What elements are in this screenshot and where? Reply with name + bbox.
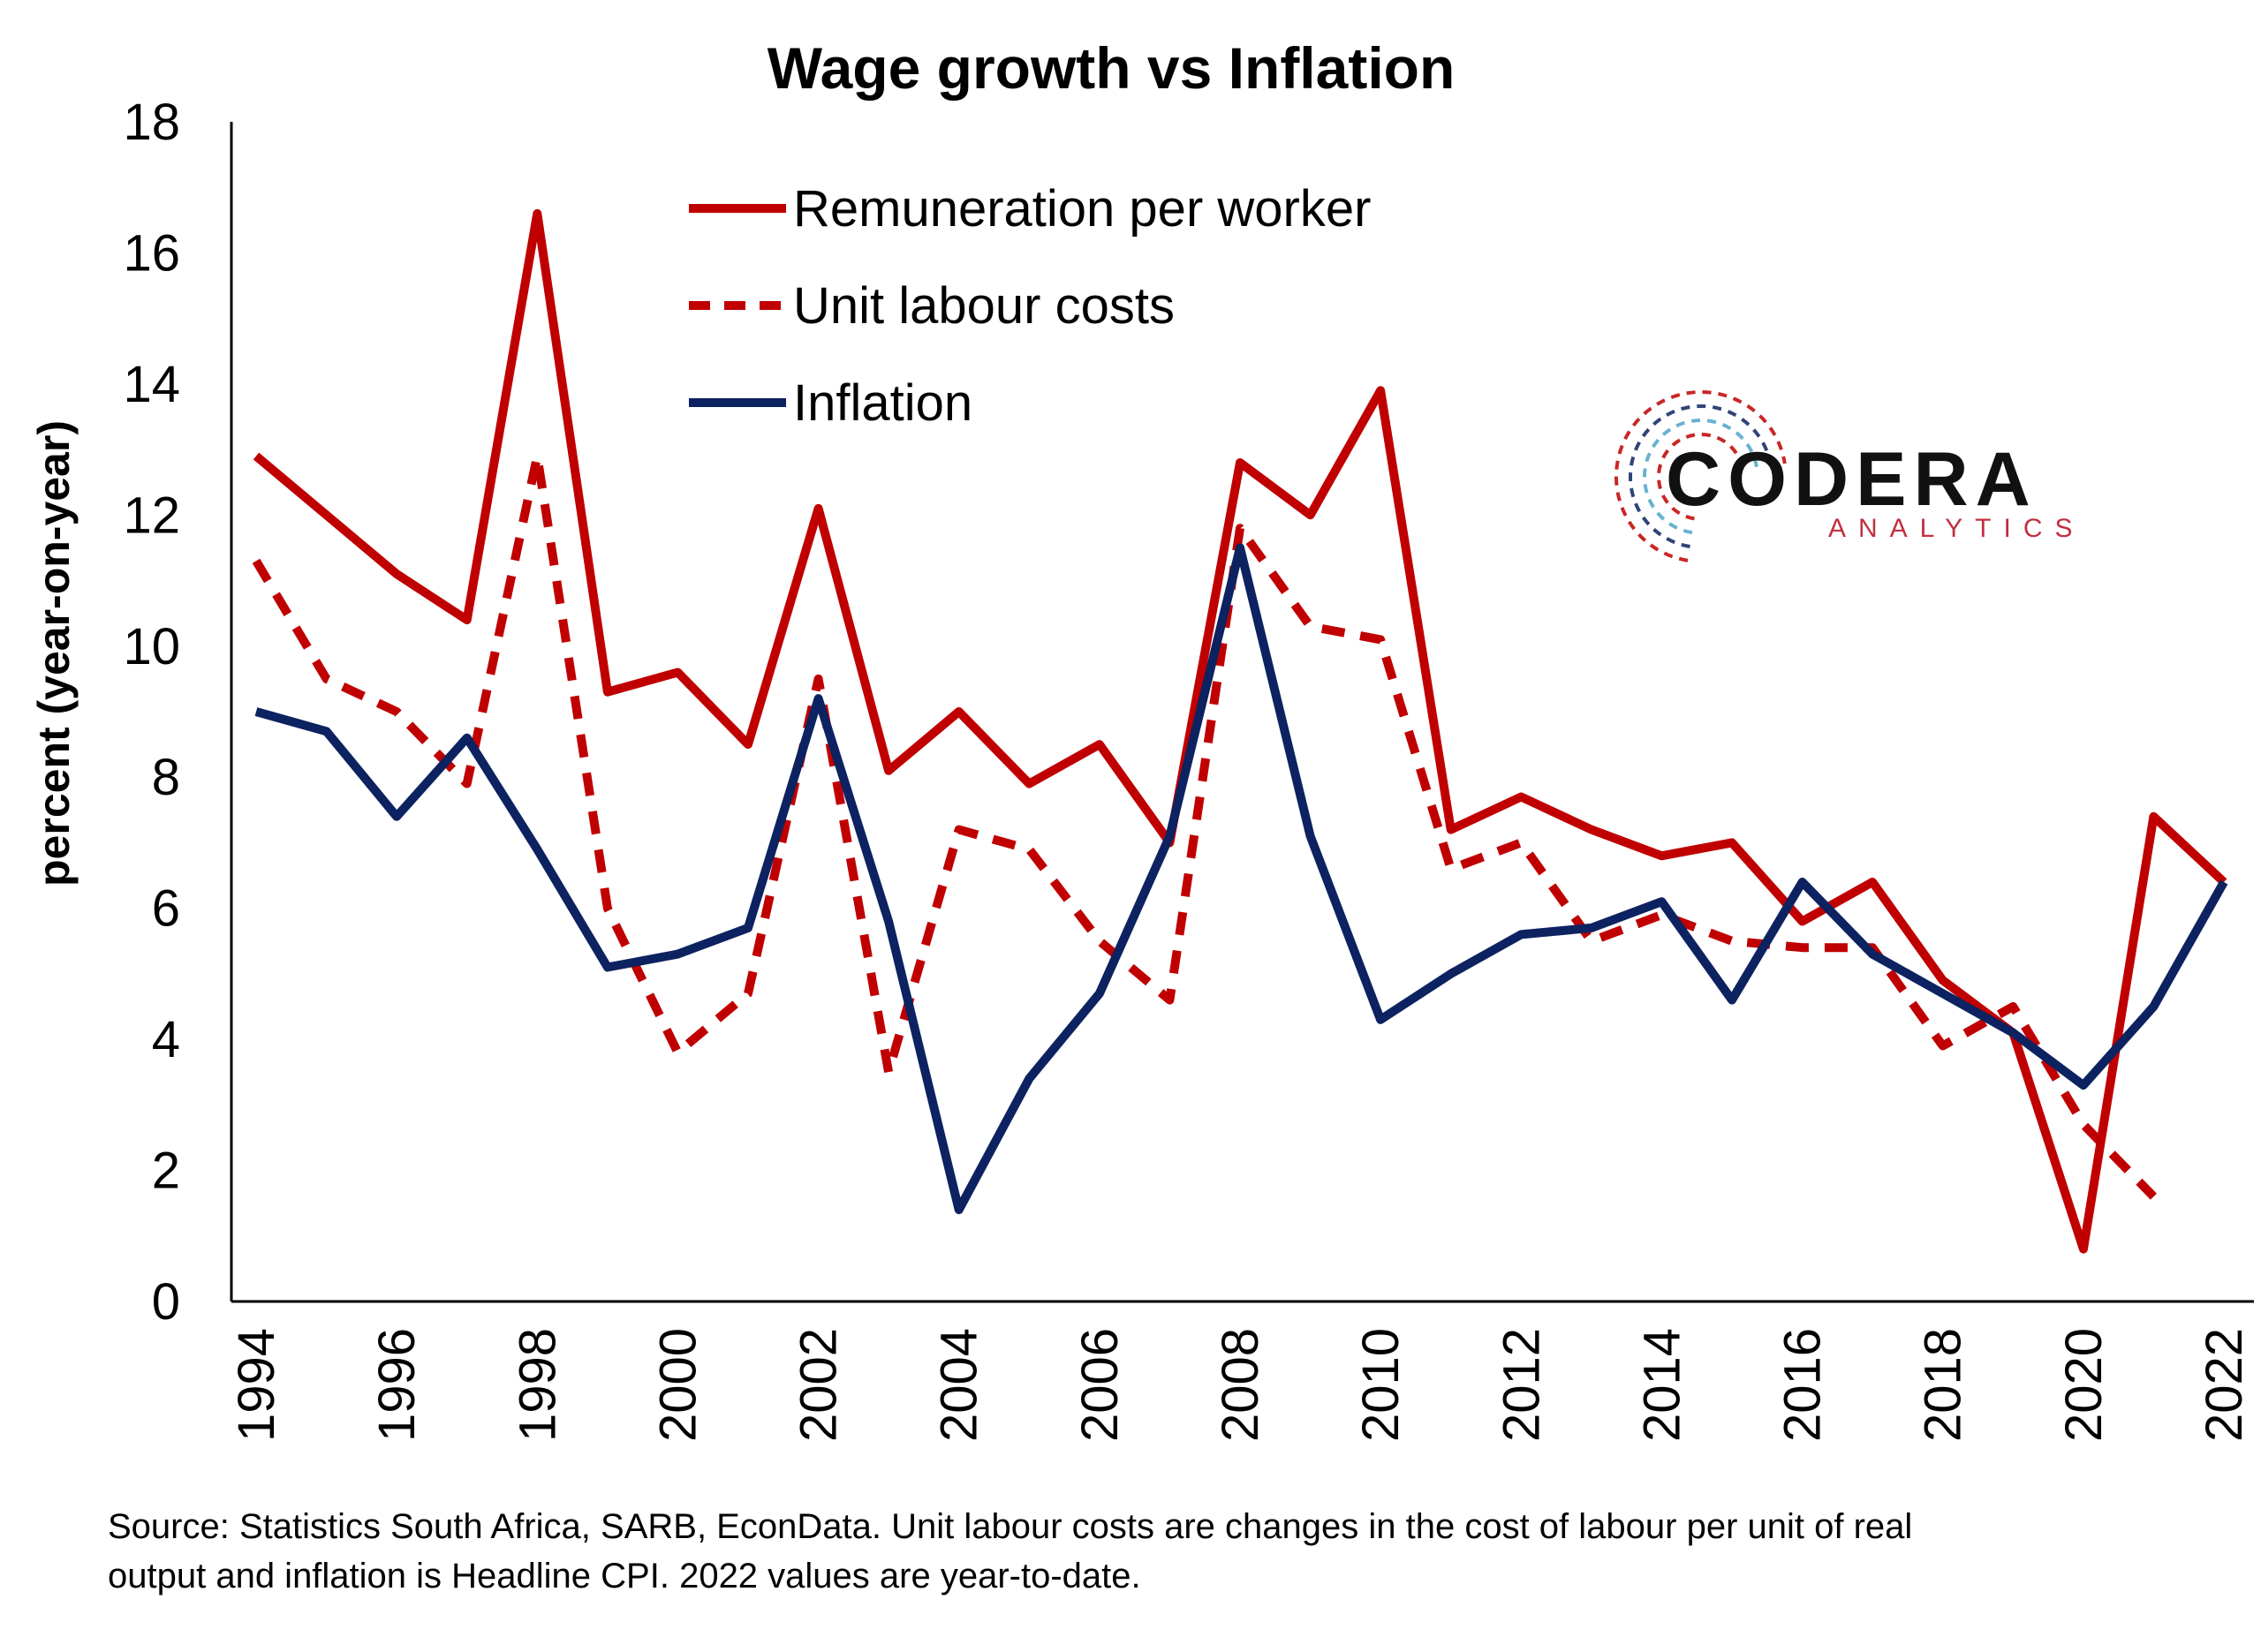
y-axis: 0 2 4 6 8 10 12 14 16 18	[123, 94, 233, 1331]
series-line-3	[254, 543, 2228, 1215]
x-tick-label: 2004	[931, 1328, 988, 1442]
x-tick-label: 2008	[1212, 1328, 1269, 1442]
x-axis: 1994 1996 1998 2000 2002 2004 2006 2008 2010 2012…	[228, 1300, 2254, 1442]
logo-name: CODERA	[1666, 437, 2038, 522]
x-tick-label: 2010	[1352, 1328, 1410, 1442]
y-tick-label: 0	[152, 1273, 180, 1331]
logo-subtitle: ANALYTICS	[1828, 514, 2085, 543]
source-note-line-1: Source: Statistics South Africa, SARB, E…	[108, 1507, 1912, 1546]
y-tick-label: 10	[123, 618, 180, 675]
y-tick-label: 14	[123, 356, 180, 413]
logo-arc	[1642, 418, 1759, 535]
x-tick-label: 2014	[1633, 1328, 1690, 1442]
x-tick-label: 2016	[1774, 1328, 1832, 1442]
legend-label: Unit labour costs	[793, 277, 1175, 335]
y-tick-label: 8	[152, 749, 180, 806]
y-tick-label: 6	[152, 880, 180, 938]
logo-arc	[1629, 404, 1773, 548]
x-tick-label: 2020	[2055, 1328, 2113, 1442]
legend-label: Remuneration per worker	[793, 180, 1371, 238]
series-line-1	[253, 208, 2227, 1254]
x-tick-label: 2002	[790, 1328, 848, 1442]
y-axis-label: percent (year-on-year)	[29, 420, 79, 886]
y-tick-label: 4	[152, 1011, 180, 1068]
logo-mark-icon	[1614, 390, 1787, 562]
y-tick-label: 2	[152, 1143, 180, 1200]
x-tick-label: 2000	[649, 1328, 707, 1442]
y-tick-label: 12	[123, 487, 180, 544]
y-tick-label: 18	[123, 94, 180, 151]
source-note-line-2: output and inflation is Headline CPI. 20…	[108, 1557, 1141, 1595]
x-tick-label: 2018	[1915, 1328, 1972, 1442]
legend-label: Inflation	[793, 374, 972, 432]
series-line-2	[252, 451, 2157, 1200]
x-tick-label: 2006	[1071, 1328, 1129, 1442]
y-tick-label: 16	[123, 224, 180, 282]
legend: Remuneration per worker Unit labour costs…	[689, 180, 1371, 432]
x-tick-label: 2012	[1493, 1328, 1550, 1442]
x-tick-label: 2022	[2196, 1328, 2253, 1442]
x-tick-label: 1994	[228, 1328, 285, 1442]
plot-area	[252, 208, 2228, 1254]
chart-title: Wage growth vs Inflation	[768, 35, 1456, 101]
codera-logo: CODERA ANALYTICS	[1614, 390, 2085, 562]
x-tick-label: 1996	[368, 1328, 426, 1442]
x-tick-label: 1998	[509, 1328, 566, 1442]
